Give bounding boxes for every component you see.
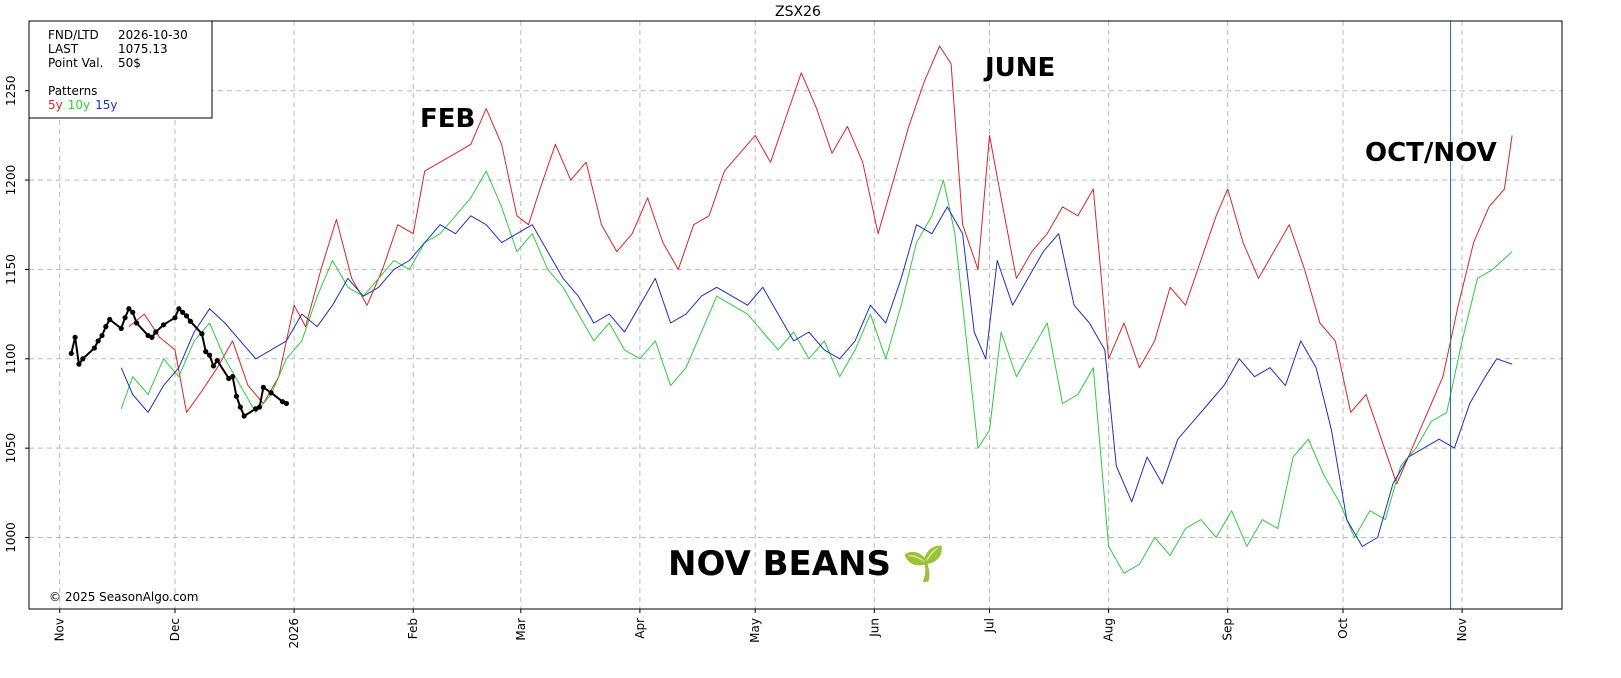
data-point bbox=[126, 306, 132, 312]
series-layer bbox=[68, 45, 1513, 574]
y-tick-label: 1100 bbox=[4, 344, 18, 375]
info-box: FND/LTD 2026-10-30 LAST 1075.13 Point Va… bbox=[28, 20, 213, 119]
data-point bbox=[149, 334, 155, 340]
data-point bbox=[130, 309, 136, 315]
info-value-fnd: 2026-10-30 bbox=[118, 28, 188, 42]
y-tick-label: 1050 bbox=[4, 433, 18, 464]
x-tick-label: Feb bbox=[406, 618, 420, 639]
info-label-pointval: Point Val. bbox=[48, 56, 103, 70]
data-point bbox=[206, 352, 213, 358]
patterns-legend: 5y 10y 15y bbox=[48, 98, 118, 112]
data-point bbox=[103, 324, 109, 330]
x-tick-label: Mar bbox=[514, 618, 528, 641]
data-point bbox=[153, 329, 159, 335]
x-tick-label: Dec bbox=[168, 618, 182, 641]
data-point bbox=[107, 316, 113, 323]
y-tick-label: 1150 bbox=[4, 254, 18, 285]
x-tick-label: Apr bbox=[633, 618, 647, 639]
data-point bbox=[133, 320, 140, 326]
x-tick-label: Oct bbox=[1336, 618, 1350, 639]
x-tick-label: Nov bbox=[53, 618, 67, 641]
data-point bbox=[176, 306, 182, 312]
data-point bbox=[230, 374, 236, 380]
data-point bbox=[256, 404, 263, 410]
chart-title: ZSX26 bbox=[775, 4, 821, 20]
data-point bbox=[283, 400, 290, 407]
data-point bbox=[122, 315, 128, 321]
data-point bbox=[241, 413, 247, 419]
data-point bbox=[214, 357, 220, 364]
data-point bbox=[180, 309, 186, 315]
grid bbox=[29, 21, 1562, 609]
y-tick-label: 1200 bbox=[4, 165, 18, 196]
patterns-label: Patterns bbox=[48, 84, 97, 98]
x-tick-label: 2026 bbox=[287, 618, 301, 649]
info-value-last: 1075.13 bbox=[118, 42, 168, 56]
series-current-line bbox=[70, 307, 287, 417]
data-point bbox=[91, 345, 97, 351]
data-point bbox=[160, 322, 167, 328]
copyright: © 2025 SeasonAlgo.com bbox=[49, 590, 198, 604]
data-point bbox=[233, 393, 240, 399]
annotation-june: JUNE bbox=[983, 53, 1055, 83]
x-tick-label: Jun bbox=[867, 618, 881, 638]
x-tick-label: Jul bbox=[983, 618, 997, 633]
series-5y-line bbox=[128, 45, 1513, 485]
data-point bbox=[80, 356, 86, 362]
data-point bbox=[99, 332, 105, 339]
x-tick-label: May bbox=[748, 618, 762, 643]
x-axis: Nov Dec 2026 Feb Mar Apr May Jun Jul Aug Sep Oct Nov bbox=[53, 609, 1469, 649]
info-value-pointval: 50$ bbox=[118, 56, 141, 70]
series-10y-line bbox=[120, 170, 1513, 574]
data-point bbox=[183, 313, 190, 319]
annotation-nov-beans: NOV BEANS 🌱 bbox=[668, 544, 945, 584]
data-point bbox=[237, 404, 243, 410]
info-label-last: LAST bbox=[48, 42, 79, 56]
data-point bbox=[118, 325, 124, 332]
data-point bbox=[68, 350, 74, 357]
data-point bbox=[260, 384, 266, 390]
series-15y-line bbox=[120, 206, 1513, 547]
x-tick-label: Aug bbox=[1102, 618, 1116, 641]
data-point bbox=[210, 363, 217, 369]
data-point bbox=[187, 318, 193, 324]
y-tick-label: 1000 bbox=[4, 522, 18, 553]
legend-15y: 15y bbox=[95, 98, 117, 112]
data-point bbox=[76, 361, 82, 367]
data-point bbox=[95, 338, 101, 344]
y-axis: 1000 1050 1100 1150 1200 1250 bbox=[4, 75, 29, 553]
annotation-feb: FEB bbox=[420, 104, 475, 134]
legend-10y: 10y bbox=[68, 98, 90, 112]
data-point bbox=[172, 315, 178, 321]
data-point bbox=[268, 390, 274, 396]
legend-5y: 5y bbox=[48, 98, 63, 112]
y-tick-label: 1250 bbox=[4, 75, 18, 106]
annotation-oct-nov: OCT/NOV bbox=[1365, 138, 1497, 168]
data-point bbox=[203, 349, 209, 355]
x-tick-label: Nov bbox=[1455, 618, 1469, 641]
data-point bbox=[72, 334, 78, 340]
plot-frame bbox=[28, 20, 1563, 610]
info-label-fnd: FND/LTD bbox=[48, 28, 99, 42]
data-point bbox=[199, 331, 205, 337]
x-tick-label: Sep bbox=[1221, 618, 1235, 641]
